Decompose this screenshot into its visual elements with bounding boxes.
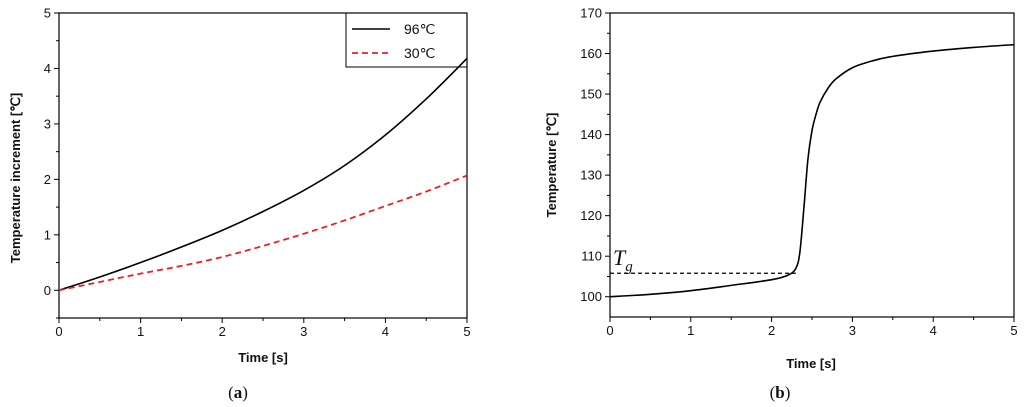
panel-b-x-tick-label: 4 — [930, 323, 937, 338]
panel-a-caption: (a) — [228, 383, 248, 402]
panel-a-x-tick-label: 2 — [219, 324, 226, 339]
panel-b-chart: Temperature [℃] Time [s] Tg (b) 0 1 2 3 4 5 10… — [544, 6, 1018, 403]
panel-b-series-line-1 — [609, 43, 1015, 298]
panel-b-caption: (b) — [770, 383, 791, 402]
panel-a-series-line-2 — [58, 174, 468, 292]
panel-a-legend-label: 96℃ — [404, 21, 435, 37]
panel-b-x-tick-label: 0 — [606, 323, 613, 338]
panel-a-chart: Temperature increment [℃] Time [s] 96℃30… — [8, 6, 471, 403]
panel-b-x-tick-label: 5 — [1010, 323, 1017, 338]
panel-a-y-tick-label: 0 — [44, 283, 51, 298]
panel-a-y-tick-label: 1 — [44, 227, 51, 242]
panel-b-y-tick-label: 160 — [580, 46, 602, 61]
panel-b-y-tick-label: 170 — [580, 6, 602, 21]
panel-b-y-tick-label: 110 — [581, 249, 602, 264]
panel-a-legend: 96℃ 30℃ — [345, 12, 468, 68]
panel-a-series-line-1 — [58, 57, 468, 292]
panel-a-y-axis-label: Temperature increment [℃] — [8, 93, 23, 263]
panel-a-legend-box — [345, 12, 468, 68]
panel-b-x-tick-label: 2 — [768, 323, 775, 338]
panel-a-y-tick-label: 4 — [44, 61, 51, 76]
panel-a-x-tick-label: 5 — [463, 324, 470, 339]
panel-b-y-tick-label: 100 — [580, 289, 602, 304]
panel-a-y-tick-label: 5 — [44, 6, 51, 21]
panel-b-y-tick-label: 150 — [580, 87, 602, 102]
panel-b-y-tick-label: 140 — [580, 127, 602, 142]
panel-b-x-axis-label: Time [s] — [786, 356, 836, 371]
panel-b-x-tick-label: 3 — [849, 323, 856, 338]
panel-a-y-tick-label: 2 — [44, 172, 51, 187]
panel-b-y-tick-label: 130 — [580, 168, 602, 183]
panel-a-y-tick-label: 3 — [44, 116, 51, 131]
panel-a-legend-label: 30℃ — [404, 45, 435, 61]
panel-a-x-tick-label: 4 — [382, 324, 389, 339]
panel-a-x-tick-label: 0 — [55, 324, 62, 339]
panel-a-x-tick-label: 3 — [300, 324, 307, 339]
panel-b-plot-frame — [609, 12, 1015, 318]
panel-b-y-tick-label: 120 — [580, 208, 602, 223]
panel-b-tg-annotation: Tg — [613, 245, 633, 275]
panel-a-x-tick-label: 1 — [137, 324, 144, 339]
panel-a-x-axis-label: Time [s] — [238, 350, 288, 365]
panel-b-x-tick-label: 1 — [687, 323, 694, 338]
panel-b-y-axis-label: Temperature [℃] — [544, 113, 559, 218]
